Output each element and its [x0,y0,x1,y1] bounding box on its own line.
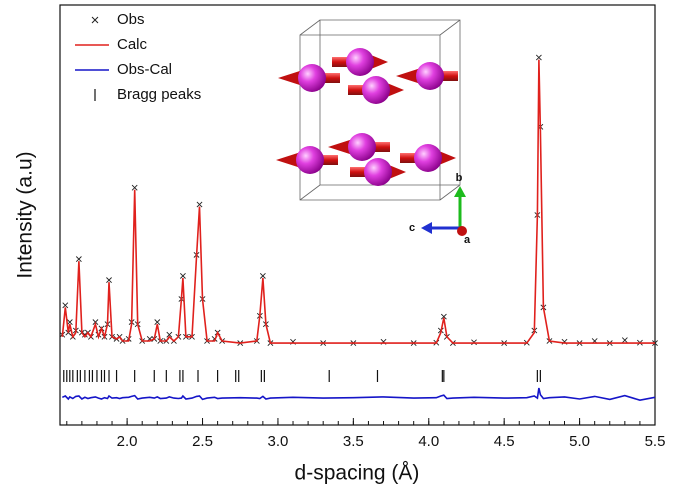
axis-label-c: c [409,222,415,234]
legend-marker [91,16,99,24]
obs-marker [75,256,82,263]
obs-marker [180,272,186,279]
x-tick-label: 3.0 [268,433,289,450]
obs-marker [66,319,73,326]
obs-marker [440,313,447,320]
legend-label: Bragg peaks [117,86,201,103]
x-tick-label: 2.0 [117,433,138,450]
atoms [276,48,458,186]
atom [416,62,444,90]
obs-marker [471,339,477,346]
plot-frame [59,4,656,426]
atom [362,76,390,104]
obs-marker [621,337,628,344]
obs-marker [535,54,542,61]
legend-label: Obs [117,11,145,28]
obs-marker [196,201,203,208]
x-tick-label: 2.5 [192,433,213,450]
y-axis-label: Intensity (a.u) [14,151,37,278]
obs-marker [131,184,138,191]
atom [414,144,442,172]
obs-marker [106,277,112,284]
series-line [61,59,655,344]
atom [348,133,376,161]
crystal-inset [299,19,461,201]
x-tick-label: 3.5 [343,433,364,450]
obs-marker [166,331,173,338]
axis-label-b: b [456,172,463,184]
x-tick-label: 4.5 [494,433,515,450]
axis-label-a: a [464,234,471,246]
axis-triad: b c a [409,172,471,246]
legend-label: Obs-Cal [117,61,172,78]
series-line [61,387,656,402]
x-tick-label: 5.5 [645,433,666,450]
x-axis-label: d-spacing (Å) [295,462,420,485]
obs-marker [259,272,266,279]
legend-label: Calc [117,36,148,53]
atom [296,146,324,174]
x-tick-label: 4.0 [418,433,439,450]
atom [298,64,326,92]
atom [346,48,374,76]
obs-marker [154,319,161,326]
atom [364,158,392,186]
obs-marker [62,302,69,309]
obs-marker [81,331,88,338]
x-tick-label: 5.0 [569,433,590,450]
